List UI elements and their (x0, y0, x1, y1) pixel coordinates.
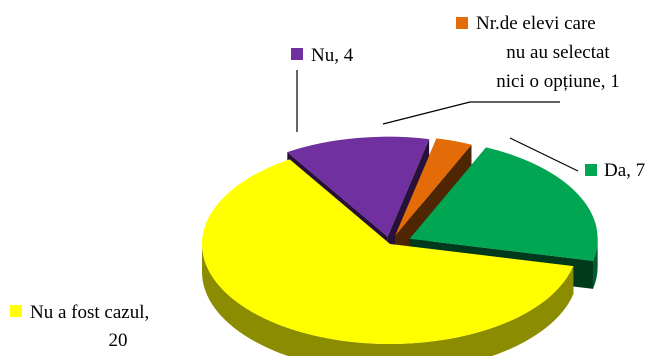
data-label-nu-swatch (291, 48, 303, 60)
data-label-no-option-line-2: nu au selectat (506, 42, 610, 63)
data-label-no-option-line-3: nici o opțiune, 1 (496, 71, 619, 92)
data-label-nu-a-fost-cazul-line-2: 20 (109, 330, 128, 351)
data-label-nu: Nu, 4 (291, 45, 354, 66)
leader-line-da (509, 137, 579, 172)
pie-slice-da-top (409, 147, 598, 261)
pie-slice-nu-top (287, 136, 430, 237)
leader-line-no-option (382, 101, 560, 125)
pie-slice-da-wall (593, 238, 598, 289)
data-label-da-line-1: Da, 7 (604, 160, 645, 181)
pie-slice-nu-a-fost-cazul (201, 159, 574, 356)
data-label-nu-a-fost-cazul-line-1: Nu a fost cazul, (30, 302, 149, 323)
data-label-no-option-swatch (456, 17, 468, 29)
pie-slices (201, 136, 598, 356)
pie-slice-no-option-top (395, 138, 472, 236)
data-label-no-option: Nr.de elevi care nu au selectat nici o o… (456, 13, 620, 92)
data-label-nu-line-1: Nu, 4 (311, 45, 354, 66)
data-label-nu-a-fost-cazul: Nu a fost cazul, 20 (10, 302, 149, 351)
data-label-no-option-line-1: Nr.de elevi care (476, 13, 596, 34)
pie-slice-nu-a-fost-cazul-top (201, 159, 574, 345)
data-label-da: Da, 7 (585, 160, 645, 181)
data-label-da-swatch (585, 164, 597, 176)
data-label-nu-a-fost-cazul-swatch (10, 305, 22, 317)
